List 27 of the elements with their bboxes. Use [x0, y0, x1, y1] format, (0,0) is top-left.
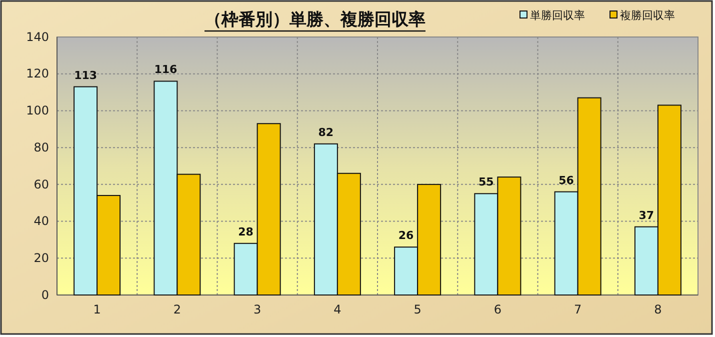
y-tick-label: 20 [34, 250, 49, 265]
chart-title: （枠番別）単勝、複勝回収率 [204, 10, 426, 30]
data-label: 56 [558, 174, 574, 187]
y-tick-label: 60 [34, 177, 49, 192]
data-label: 55 [478, 176, 494, 189]
y-tick-label: 100 [26, 104, 49, 118]
data-label: 28 [238, 225, 254, 238]
y-tick-label: 140 [26, 30, 49, 44]
x-tick-label: 6 [494, 302, 502, 317]
legend-label: 単勝回収率 [530, 8, 585, 22]
data-label: 82 [318, 126, 334, 139]
data-label: 116 [154, 63, 178, 76]
x-tick-label: 5 [414, 302, 422, 317]
data-label: 37 [638, 208, 654, 222]
y-tick-label: 0 [41, 288, 49, 302]
y-tick-label: 80 [34, 140, 49, 154]
legend-label: 複勝回収率 [620, 8, 675, 22]
x-tick-label: 3 [253, 302, 262, 317]
data-label: 26 [398, 229, 414, 242]
x-tick-label: 8 [654, 302, 662, 317]
y-tick-label: 40 [34, 214, 49, 228]
x-tick-label: 7 [574, 302, 582, 317]
x-tick-label: 4 [334, 302, 342, 317]
x-tick-label: 1 [93, 302, 101, 317]
data-label: 113 [74, 68, 98, 82]
y-tick-label: 120 [26, 66, 49, 81]
x-tick-label: 2 [173, 302, 182, 317]
